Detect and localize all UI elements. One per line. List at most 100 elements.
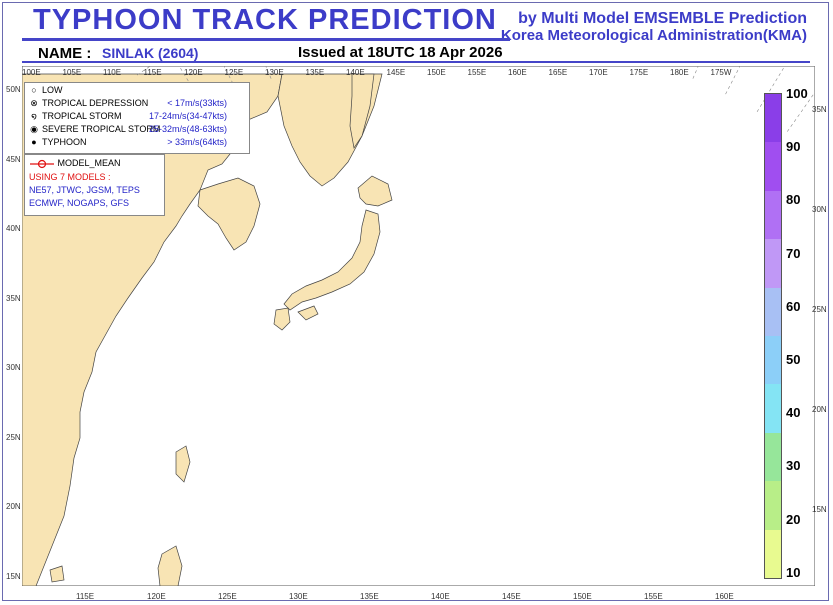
colorbar-label: 60 bbox=[786, 298, 801, 314]
models-line-2: ECMWF, NOGAPS, GFS bbox=[29, 198, 130, 208]
colorbar-segment bbox=[765, 94, 781, 143]
probability-colorbar bbox=[764, 93, 782, 579]
colorbar-label: 40 bbox=[786, 405, 801, 421]
source-line-1: by Multi Model EMSEMBLE Prediction bbox=[518, 10, 807, 27]
hokkaido bbox=[357, 175, 393, 207]
lon-tick-top: 180E bbox=[670, 68, 689, 77]
colorbar-segment bbox=[765, 287, 781, 337]
lon-tick-top: 115E bbox=[143, 68, 162, 77]
page-title: TYPHOON TRACK PREDICTION bbox=[33, 4, 497, 36]
colorbar-segment bbox=[765, 336, 781, 385]
lon-tick-bottom: 150E bbox=[573, 592, 592, 601]
lat-tick-left: 30N bbox=[6, 363, 21, 372]
legend-ts: ໑ TROPICAL STORM bbox=[29, 111, 121, 122]
lon-tick-top: 155E bbox=[467, 68, 487, 77]
colorbar-segment bbox=[765, 384, 781, 434]
colorbar-label: 90 bbox=[786, 139, 801, 155]
lat-tick-left: 15N bbox=[6, 571, 21, 581]
korea-peninsula bbox=[197, 177, 261, 251]
colorbar-label: 70 bbox=[786, 245, 801, 261]
legend-low: ○ LOW bbox=[29, 85, 62, 95]
legend-td-value: < 17m/s(33kts) bbox=[167, 98, 227, 108]
lon-tick-bottom: 140E bbox=[431, 592, 450, 601]
lat-tick-left: 40N bbox=[6, 224, 21, 233]
models-line-1: NE57, JTWC, JGSM, TEPS bbox=[29, 185, 140, 195]
colorbar-label: 20 bbox=[786, 511, 801, 527]
lat-tick-right: 35N bbox=[812, 105, 827, 114]
colorbar-segment bbox=[765, 142, 781, 192]
model-mean-entry: MODEL_MEAN bbox=[29, 158, 121, 169]
lat-tick-left: 45N bbox=[6, 154, 21, 164]
colorbar-segment bbox=[765, 432, 781, 482]
model-legend: MODEL_MEAN USING 7 MODELS : NE57, JTWC, … bbox=[24, 154, 165, 216]
colorbar-label: 50 bbox=[786, 352, 801, 367]
colorbar-label: 100 bbox=[786, 86, 808, 101]
colorbar-segment bbox=[765, 239, 781, 289]
legend-ts-value: 17-24m/s(34-47kts) bbox=[148, 111, 227, 121]
name-label: NAME : bbox=[38, 45, 92, 62]
lat-tick-left: 50N bbox=[6, 85, 21, 94]
models-using: USING 7 MODELS : bbox=[29, 172, 111, 182]
lon-tick-top: 120E bbox=[184, 68, 203, 77]
lon-tick-top: 135E bbox=[305, 68, 325, 77]
shikoku bbox=[297, 305, 319, 321]
lon-tick-top: 105E bbox=[62, 68, 82, 77]
colorbar-label: 10 bbox=[786, 564, 801, 580]
lon-tick-bottom: 155E bbox=[644, 592, 663, 601]
title-underline bbox=[22, 38, 510, 41]
model-mean-line-icon bbox=[30, 159, 54, 168]
lon-tick-top: 150E bbox=[427, 68, 446, 77]
lon-tick-bottom: 115E bbox=[76, 592, 95, 601]
lat-tick-right: 15N bbox=[812, 505, 827, 514]
lon-tick-top: 165E bbox=[548, 68, 568, 77]
header-divider bbox=[22, 61, 810, 63]
issued-time: Issued at 18UTC 18 Apr 2026 bbox=[298, 44, 503, 61]
lon-tick-top: 160E bbox=[508, 68, 527, 77]
ts-symbol-icon: ໑ bbox=[31, 111, 37, 121]
honshu bbox=[283, 209, 381, 311]
hainan bbox=[49, 565, 65, 583]
legend-ty-value: > 33m/s(64kts) bbox=[167, 137, 227, 147]
colorbar-label: 80 bbox=[786, 192, 801, 208]
source-line-2: Korea Meteorological Administration(KMA) bbox=[500, 27, 807, 44]
low-circle-icon: ○ bbox=[31, 85, 37, 95]
colorbar-segment bbox=[765, 529, 781, 579]
td-cross-circle-icon: ⊗ bbox=[30, 98, 38, 108]
lon-tick-top: 110E bbox=[103, 68, 122, 77]
legend-td: ⊗ TROPICAL DEPRESSION bbox=[30, 98, 149, 108]
typhoon-name: SINLAK (2604) bbox=[102, 45, 199, 61]
lon-tick-bottom: 145E bbox=[502, 592, 521, 601]
lon-tick-top: 175W bbox=[710, 68, 732, 77]
colorbar-segment bbox=[765, 190, 781, 240]
intensity-legend: ○ LOW ⊗ TROPICAL DEPRESSION < 17m/s(33kts)… bbox=[24, 82, 250, 154]
sakhalin bbox=[349, 73, 375, 149]
lon-tick-bottom: 120E bbox=[147, 592, 166, 601]
lon-tick-bottom: 160E bbox=[715, 592, 734, 601]
legend-sts-value: 25-32m/s(48-63kts) bbox=[148, 124, 227, 134]
lon-tick-bottom: 135E bbox=[360, 592, 379, 601]
lon-tick-top: 140E bbox=[346, 68, 365, 77]
legend-ty: ● TYPHOON bbox=[29, 137, 86, 147]
legend-sts: ◉ SEVERE TROPICAL STORM bbox=[30, 124, 161, 134]
lat-tick-left: 35N bbox=[6, 293, 21, 303]
colorbar-segment bbox=[765, 481, 781, 531]
taiwan bbox=[175, 445, 191, 483]
kyushu bbox=[273, 307, 291, 331]
typhoon-symbol-icon: ● bbox=[31, 137, 37, 147]
lon-tick-top: 125E bbox=[224, 68, 244, 77]
lat-tick-left: 25N bbox=[6, 432, 21, 442]
lon-tick-top: 145E bbox=[386, 68, 406, 77]
lon-tick-top: 100E bbox=[22, 68, 41, 77]
lon-tick-bottom: 125E bbox=[218, 592, 237, 601]
colorbar-label: 30 bbox=[786, 458, 801, 474]
lat-tick-right: 20N bbox=[812, 405, 827, 414]
luzon bbox=[157, 545, 183, 586]
lon-tick-top: 130E bbox=[265, 68, 284, 77]
sts-symbol-icon: ◉ bbox=[30, 124, 38, 134]
lat-tick-left: 20N bbox=[6, 502, 21, 511]
lon-tick-bottom: 130E bbox=[289, 592, 308, 601]
lon-tick-top: 170E bbox=[589, 68, 608, 77]
lat-tick-right: 30N bbox=[812, 205, 827, 214]
lat-tick-right: 25N bbox=[812, 305, 827, 314]
